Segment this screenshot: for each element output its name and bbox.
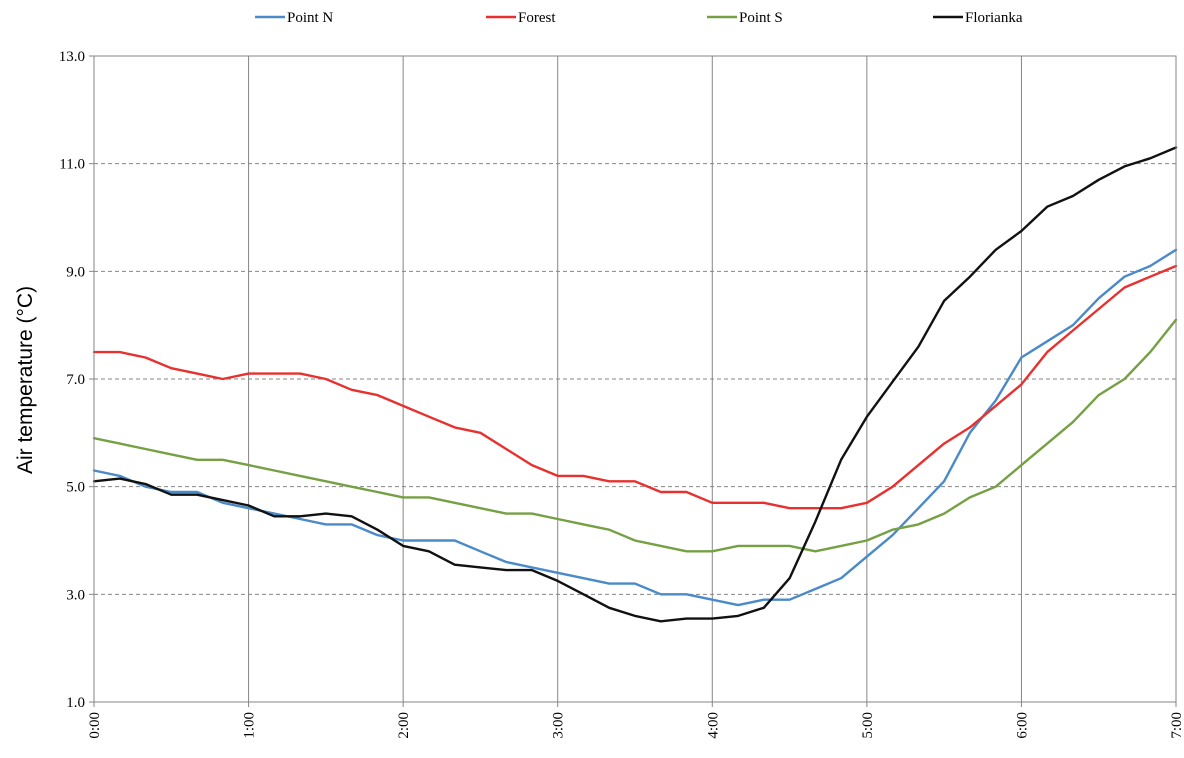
x-tick-label: 1:00 — [242, 712, 258, 739]
series-line-florianka — [92, 146, 1178, 623]
y-axis-ticks: 1.0 3.0 5.0 7.0 9.0 11.0 13.0 — [59, 49, 94, 711]
y-tick-label: 11.0 — [59, 157, 85, 173]
x-tick-label: 2:00 — [396, 712, 412, 739]
x-tick-label: 6:00 — [1014, 712, 1030, 739]
y-tick-label: 5.0 — [66, 480, 85, 496]
legend: Point N Forest Point S Florianka — [255, 10, 1023, 26]
y-axis-label: Air temperature (°C) — [14, 286, 37, 474]
y-tick-label: 7.0 — [66, 372, 85, 388]
legend-label-point-n: Point N — [287, 10, 333, 26]
x-tick-label: 0:00 — [87, 712, 103, 739]
series-line-point-s — [92, 318, 1178, 553]
gridlines — [94, 56, 1176, 702]
y-tick-label: 1.0 — [66, 695, 85, 711]
y-tick-label: 9.0 — [66, 264, 85, 280]
y-tick-label: 3.0 — [66, 587, 85, 603]
y-tick-label: 13.0 — [59, 49, 85, 65]
x-tick-label: 5:00 — [860, 712, 876, 739]
x-tick-label: 4:00 — [705, 712, 721, 739]
legend-label-florianka: Florianka — [965, 10, 1023, 26]
series-line-forest — [92, 264, 1178, 510]
x-tick-label: 7:00 — [1169, 712, 1184, 739]
x-axis-ticks: 0:00 1:00 2:00 3:00 4:00 5:00 6:00 7:00 — [87, 702, 1184, 739]
legend-label-forest: Forest — [518, 10, 556, 26]
series-lines — [92, 146, 1178, 623]
legend-label-point-s: Point S — [739, 10, 783, 26]
x-tick-label: 3:00 — [551, 712, 567, 739]
series-line-point-n — [92, 248, 1178, 607]
